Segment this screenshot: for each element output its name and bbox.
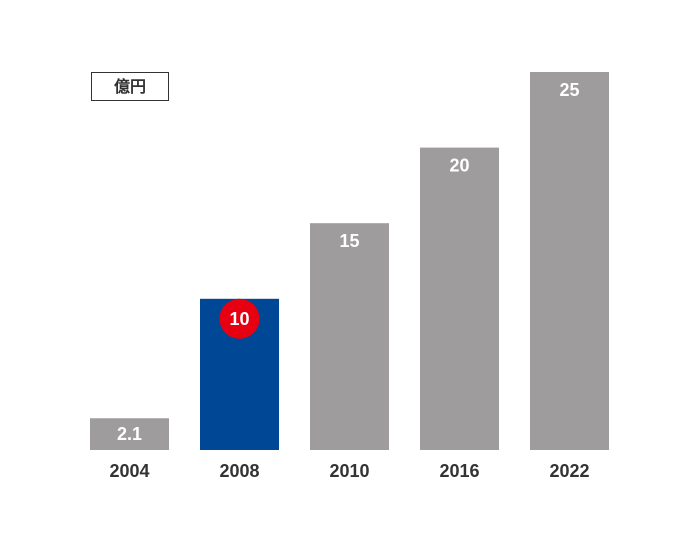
value-label-2022: 25 [559,80,579,100]
value-label-2010: 15 [339,231,359,251]
x-tick-2016: 2016 [439,461,479,481]
x-tick-2022: 2022 [549,461,589,481]
bar-2010 [310,223,389,450]
bars-group [90,72,609,450]
x-tick-2008: 2008 [219,461,259,481]
highlight-badge [219,298,260,339]
value-label-2004: 2.1 [117,424,142,444]
bar-2004 [90,418,169,450]
value-label-2008: 10 [229,309,249,329]
value-labels-group: 2.1 10 15 20 25 [117,80,580,444]
unit-label-box [91,72,169,101]
value-label-2016: 20 [449,156,469,176]
unit-label: 億円 [91,72,169,101]
unit-label-text: 億円 [114,77,146,96]
x-tick-2004: 2004 [109,461,149,481]
bar-2016 [420,147,499,450]
x-axis-ticks: 2004 2008 2010 2016 2022 [109,461,589,481]
x-tick-2010: 2010 [329,461,369,481]
bar-2022 [530,72,609,450]
